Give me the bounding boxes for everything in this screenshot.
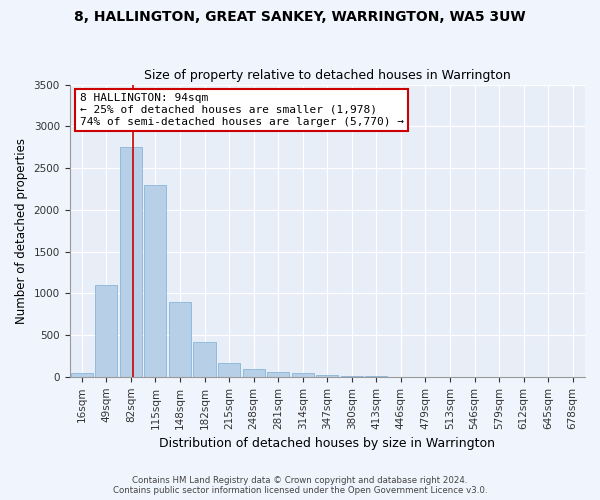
Bar xyxy=(292,374,314,377)
Bar xyxy=(193,342,215,377)
Bar xyxy=(242,370,265,377)
Bar xyxy=(218,364,240,377)
X-axis label: Distribution of detached houses by size in Warrington: Distribution of detached houses by size … xyxy=(159,437,495,450)
Bar xyxy=(71,372,93,377)
Text: 8, HALLINGTON, GREAT SANKEY, WARRINGTON, WA5 3UW: 8, HALLINGTON, GREAT SANKEY, WARRINGTON,… xyxy=(74,10,526,24)
Y-axis label: Number of detached properties: Number of detached properties xyxy=(15,138,28,324)
Bar xyxy=(267,372,289,377)
Bar xyxy=(95,285,118,377)
Bar xyxy=(316,375,338,377)
Bar xyxy=(341,376,363,377)
Bar xyxy=(145,185,166,377)
Title: Size of property relative to detached houses in Warrington: Size of property relative to detached ho… xyxy=(144,69,511,82)
Bar xyxy=(120,147,142,377)
Bar xyxy=(169,302,191,377)
Text: 8 HALLINGTON: 94sqm
← 25% of detached houses are smaller (1,978)
74% of semi-det: 8 HALLINGTON: 94sqm ← 25% of detached ho… xyxy=(80,94,404,126)
Text: Contains HM Land Registry data © Crown copyright and database right 2024.
Contai: Contains HM Land Registry data © Crown c… xyxy=(113,476,487,495)
